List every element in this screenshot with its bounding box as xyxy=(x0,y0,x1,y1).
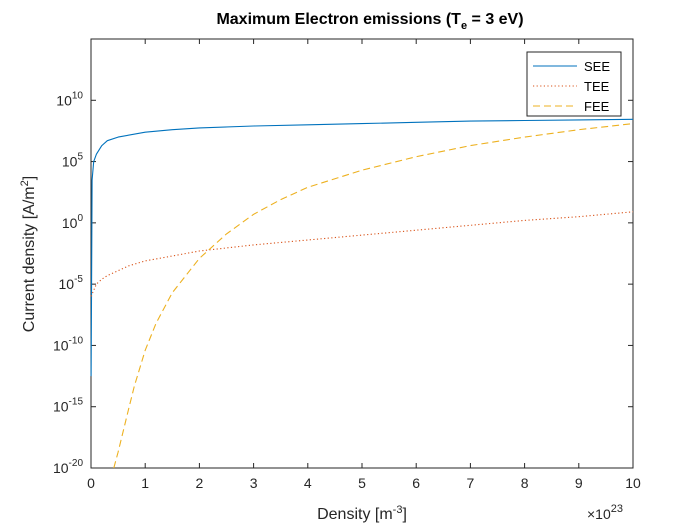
y-axis-label-sup: 2 xyxy=(19,180,31,186)
x-tick-label: 1 xyxy=(141,475,149,491)
y-tick-exp: 0 xyxy=(77,213,83,224)
y-tick-base: 10 xyxy=(53,337,69,353)
x-tick-label: 7 xyxy=(467,475,475,491)
x-axis-ticks: 0 1 2 3 4 5 6 7 8 9 10 xyxy=(87,39,641,491)
y-tick-exp: -5 xyxy=(74,274,83,285)
y-tick-label: 10-20 xyxy=(53,458,83,476)
series-line-fee xyxy=(113,123,634,469)
x-tick-label: 9 xyxy=(575,475,583,491)
x-tick-label: 4 xyxy=(304,475,312,491)
x-tick-label: 3 xyxy=(250,475,258,491)
x-axis-label: Density [m-3] xyxy=(317,504,407,523)
legend-box xyxy=(526,51,622,117)
y-tick-label: 105 xyxy=(62,152,84,170)
y-tick-exp: -20 xyxy=(69,458,84,469)
y-tick-base: 10 xyxy=(62,154,78,170)
legend-label-fee: FEE xyxy=(584,99,610,114)
y-tick-base: 10 xyxy=(56,92,72,108)
y-tick-label: 1010 xyxy=(56,90,83,108)
legend: SEE TEE FEE xyxy=(526,51,622,117)
y-tick-base: 10 xyxy=(62,215,78,231)
y-tick-base: 10 xyxy=(53,460,69,476)
x-tick-label: 0 xyxy=(87,475,95,491)
y-tick-base: 10 xyxy=(59,276,75,292)
x-tick-label: 8 xyxy=(521,475,529,491)
y-tick-exp: -10 xyxy=(69,335,84,346)
x-multiplier: ×1023 xyxy=(587,503,623,522)
x-axis-label-sup: -3 xyxy=(393,504,403,516)
y-tick-label: 10-5 xyxy=(59,274,84,292)
series-line-tee xyxy=(90,211,634,297)
y-tick-label: 100 xyxy=(62,213,84,231)
y-tick-exp: 5 xyxy=(77,152,83,163)
y-axis-label-end: ] xyxy=(21,176,38,180)
legend-label-see: SEE xyxy=(584,59,610,74)
x-tick-label: 2 xyxy=(196,475,204,491)
title-subscript: e xyxy=(461,20,467,32)
y-tick-label: 10-15 xyxy=(53,397,83,415)
series-lines xyxy=(90,118,634,469)
y-tick-base: 10 xyxy=(53,399,69,415)
y-tick-exp: 10 xyxy=(72,90,84,101)
x-tick-label: 6 xyxy=(412,475,420,491)
x-tick-label: 5 xyxy=(358,475,366,491)
x-tick-label: 10 xyxy=(625,475,641,491)
chart-title: Maximum Electron emissions (Te = 3 eV) xyxy=(216,11,523,32)
x-multiplier-exp: 23 xyxy=(611,503,623,515)
x-axis-label-end: ] xyxy=(402,506,406,523)
y-tick-exp: -15 xyxy=(69,397,84,408)
y-tick-label: 10-10 xyxy=(53,335,83,353)
title-rest: = 3 eV) xyxy=(467,11,523,28)
legend-label-tee: TEE xyxy=(584,79,610,94)
series-line-see xyxy=(90,118,634,377)
y-axis-label: Current density [A/m2] xyxy=(19,176,38,332)
